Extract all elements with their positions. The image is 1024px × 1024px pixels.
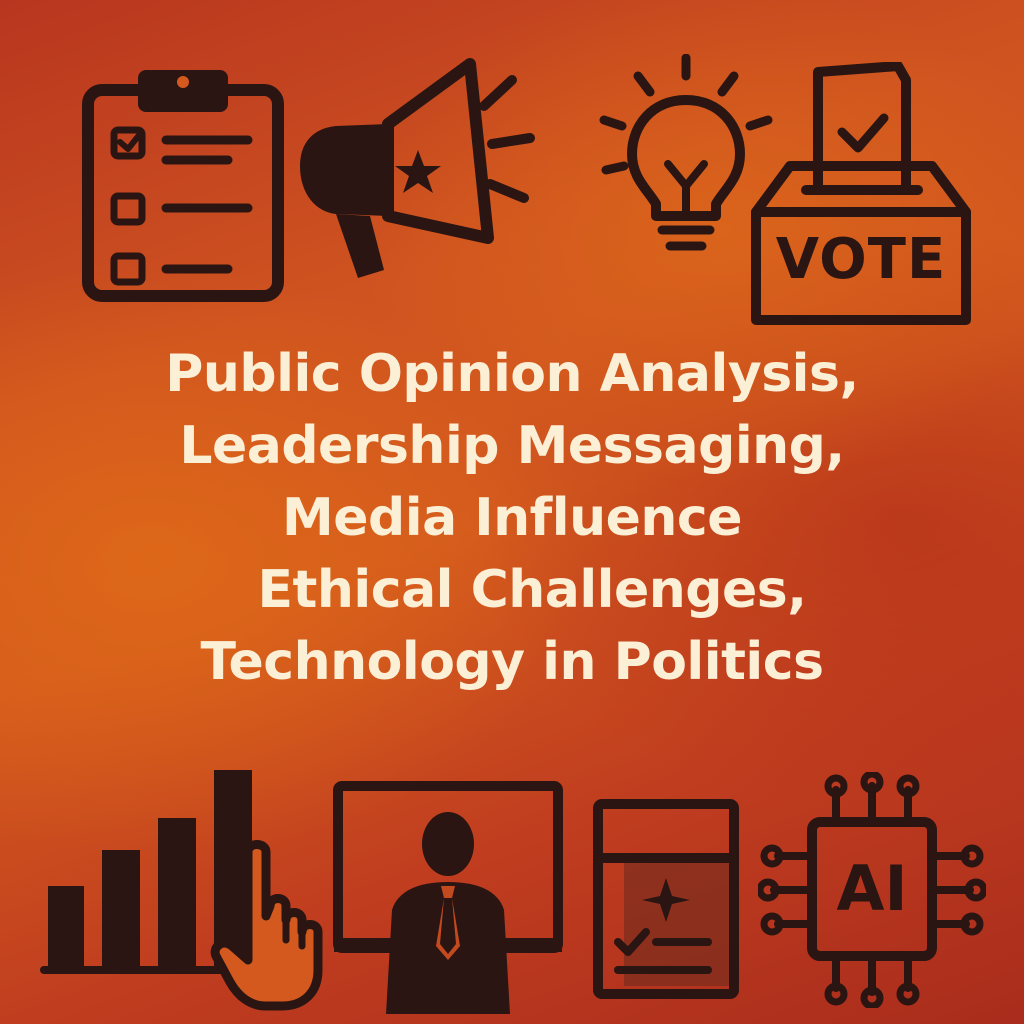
ballot-sheet-icon bbox=[593, 799, 739, 999]
lightbulb-icon bbox=[599, 54, 773, 251]
ai-chip-label: AI bbox=[836, 852, 908, 925]
headline-line-4: Ethical Challenges, bbox=[257, 560, 807, 620]
headline-line-3: Media Influence bbox=[282, 488, 742, 548]
ballot-box-label: VOTE bbox=[775, 227, 947, 292]
headline-line-1: Public Opinion Analysis, bbox=[165, 344, 859, 404]
pointing-hand-icon bbox=[210, 840, 323, 1011]
headline-line-5: Technology in Politics bbox=[200, 632, 824, 692]
headline-line-2: Leadership Messaging, bbox=[179, 416, 845, 476]
ballot-box-icon: VOTE bbox=[746, 62, 976, 328]
monitor-speaker-icon bbox=[333, 781, 563, 1014]
ai-chip-icon: AI bbox=[758, 772, 986, 1008]
megaphone-icon bbox=[300, 58, 535, 278]
clipboard-checklist-icon bbox=[82, 70, 284, 302]
headline: Public Opinion Analysis, Leadership Mess… bbox=[0, 338, 1024, 698]
